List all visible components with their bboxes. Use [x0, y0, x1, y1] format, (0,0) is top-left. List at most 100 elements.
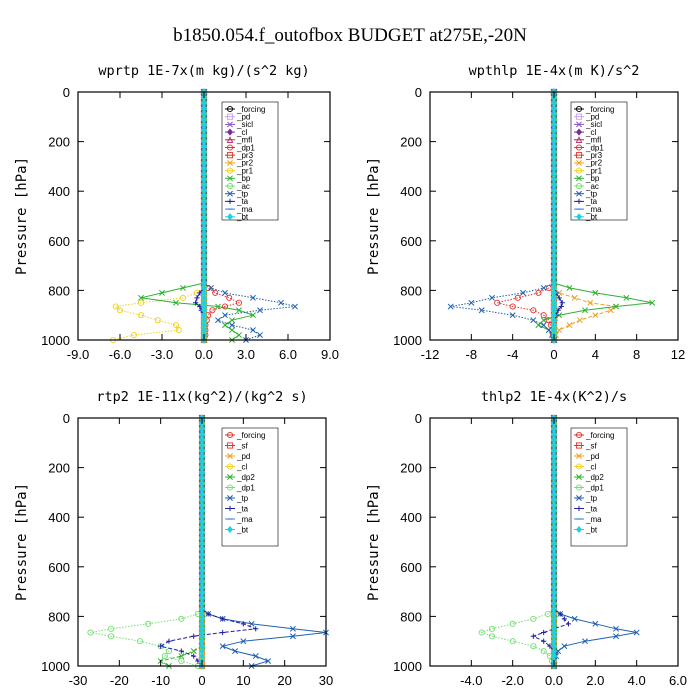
x-tick-label: 8	[633, 347, 640, 362]
data-point	[623, 294, 630, 301]
data-point	[509, 620, 516, 627]
x-tick-label: -30	[69, 673, 88, 688]
y-tick-label: 0	[415, 411, 422, 426]
legend-label: _bp	[585, 174, 600, 183]
data-point	[565, 621, 572, 627]
data-point	[193, 300, 199, 306]
data-point	[145, 620, 152, 627]
y-tick-label: 600	[48, 234, 70, 249]
data-point	[509, 638, 516, 645]
data-point	[226, 294, 233, 301]
y-tick-label: 1000	[393, 333, 422, 348]
data-point	[253, 626, 259, 632]
data-point	[240, 638, 247, 645]
data-point	[535, 289, 542, 296]
x-tick-label: -3.0	[151, 347, 173, 362]
legend-marker	[226, 136, 234, 143]
data-point	[137, 299, 145, 306]
legend-label: _mfl	[236, 136, 252, 145]
y-tick-label: 400	[48, 184, 70, 199]
data-point	[551, 273, 557, 282]
data-point	[229, 327, 235, 334]
data-point	[530, 317, 537, 324]
data-point	[222, 322, 228, 329]
x-tick-label: 9.0	[321, 347, 339, 362]
legend-label: _dp1	[585, 143, 604, 152]
budget-panel-4: thlp2 1E-4x(K^2)/s Pressure [hPa] -4.0 -2.0…	[366, 389, 687, 688]
data-point	[489, 294, 495, 301]
data-point	[240, 621, 246, 627]
legend-marker	[227, 505, 233, 512]
legend-label: _cl	[236, 128, 247, 137]
y-tick-label: 800	[400, 283, 422, 298]
budget-panel-2: wpthlp 1E-4x(m K)/s^2 Pressure [hPa] -12 -8…	[366, 63, 685, 362]
data-point	[613, 303, 619, 310]
data-point	[535, 322, 542, 329]
data-point	[178, 648, 184, 654]
legend-label: _dp1	[585, 483, 604, 492]
y-tick-label: 0	[63, 85, 70, 100]
legend-marker	[575, 144, 583, 151]
data-point	[478, 629, 485, 636]
legend-marker	[227, 453, 233, 459]
data-point	[236, 307, 242, 314]
data-point	[556, 312, 563, 319]
data-point	[557, 611, 563, 617]
legend-marker	[226, 113, 234, 120]
data-point	[154, 317, 161, 324]
data-point	[592, 289, 599, 296]
x-tick-label: 20	[277, 673, 291, 688]
panel-title: thlp2 1E-4x(K^2)/s	[481, 389, 627, 405]
legend-marker	[575, 167, 583, 174]
legend-marker	[576, 495, 582, 501]
x-tick-label: 0.0	[195, 347, 213, 362]
x-tick-label: -10	[151, 673, 170, 688]
legend-marker	[576, 128, 582, 136]
legend-label: _ta	[585, 197, 598, 206]
data-point	[545, 327, 552, 334]
legend-marker	[226, 463, 234, 470]
legend-marker	[226, 484, 234, 491]
legend-marker	[576, 175, 582, 182]
data-point	[137, 312, 145, 319]
data-point	[215, 303, 221, 310]
data-point	[108, 633, 115, 640]
x-tick-label: 10	[236, 673, 250, 688]
legend-marker	[227, 213, 233, 221]
data-point	[250, 294, 256, 301]
data-point	[649, 299, 656, 306]
legend-label: _ma	[585, 515, 602, 524]
data-point	[540, 312, 547, 319]
y-tick-label: 800	[48, 283, 70, 298]
series-bt	[551, 414, 557, 670]
legend-marker	[576, 505, 582, 512]
data-point	[566, 284, 573, 291]
y-axis-label: Pressure [hPa]	[366, 483, 382, 601]
data-point	[592, 620, 599, 627]
data-point	[220, 629, 226, 636]
data-point	[222, 289, 228, 296]
data-point	[613, 633, 619, 640]
y-tick-label: 800	[48, 609, 70, 624]
x-tick-label: 30	[319, 673, 333, 688]
panel-title: rtp2 1E-11x(kg^2)/(kg^2 s)	[96, 389, 307, 405]
data-point	[587, 299, 594, 306]
legend-label: _dp2	[236, 473, 255, 482]
data-point	[566, 322, 573, 329]
data-point	[215, 317, 221, 324]
data-point	[447, 303, 454, 310]
data-point	[221, 303, 229, 310]
data-point	[179, 294, 187, 301]
budget-panel-3: rtp2 1E-11x(kg^2)/(kg^2 s) Pressure [hPa]…	[14, 389, 333, 688]
data-point	[530, 633, 536, 639]
y-axis-label: Pressure [hPa]	[366, 157, 382, 275]
legend-label: _ac	[585, 182, 599, 191]
x-tick-label: -4	[507, 347, 519, 362]
data-point	[208, 284, 214, 291]
legend-label: _forcing	[236, 431, 265, 440]
x-tick-label: -9.0	[67, 347, 89, 362]
data-point	[236, 332, 242, 338]
x-tick-label: 6.0	[279, 347, 297, 362]
legend-marker	[575, 182, 583, 190]
y-axis-label: Pressure [hPa]	[14, 483, 30, 601]
